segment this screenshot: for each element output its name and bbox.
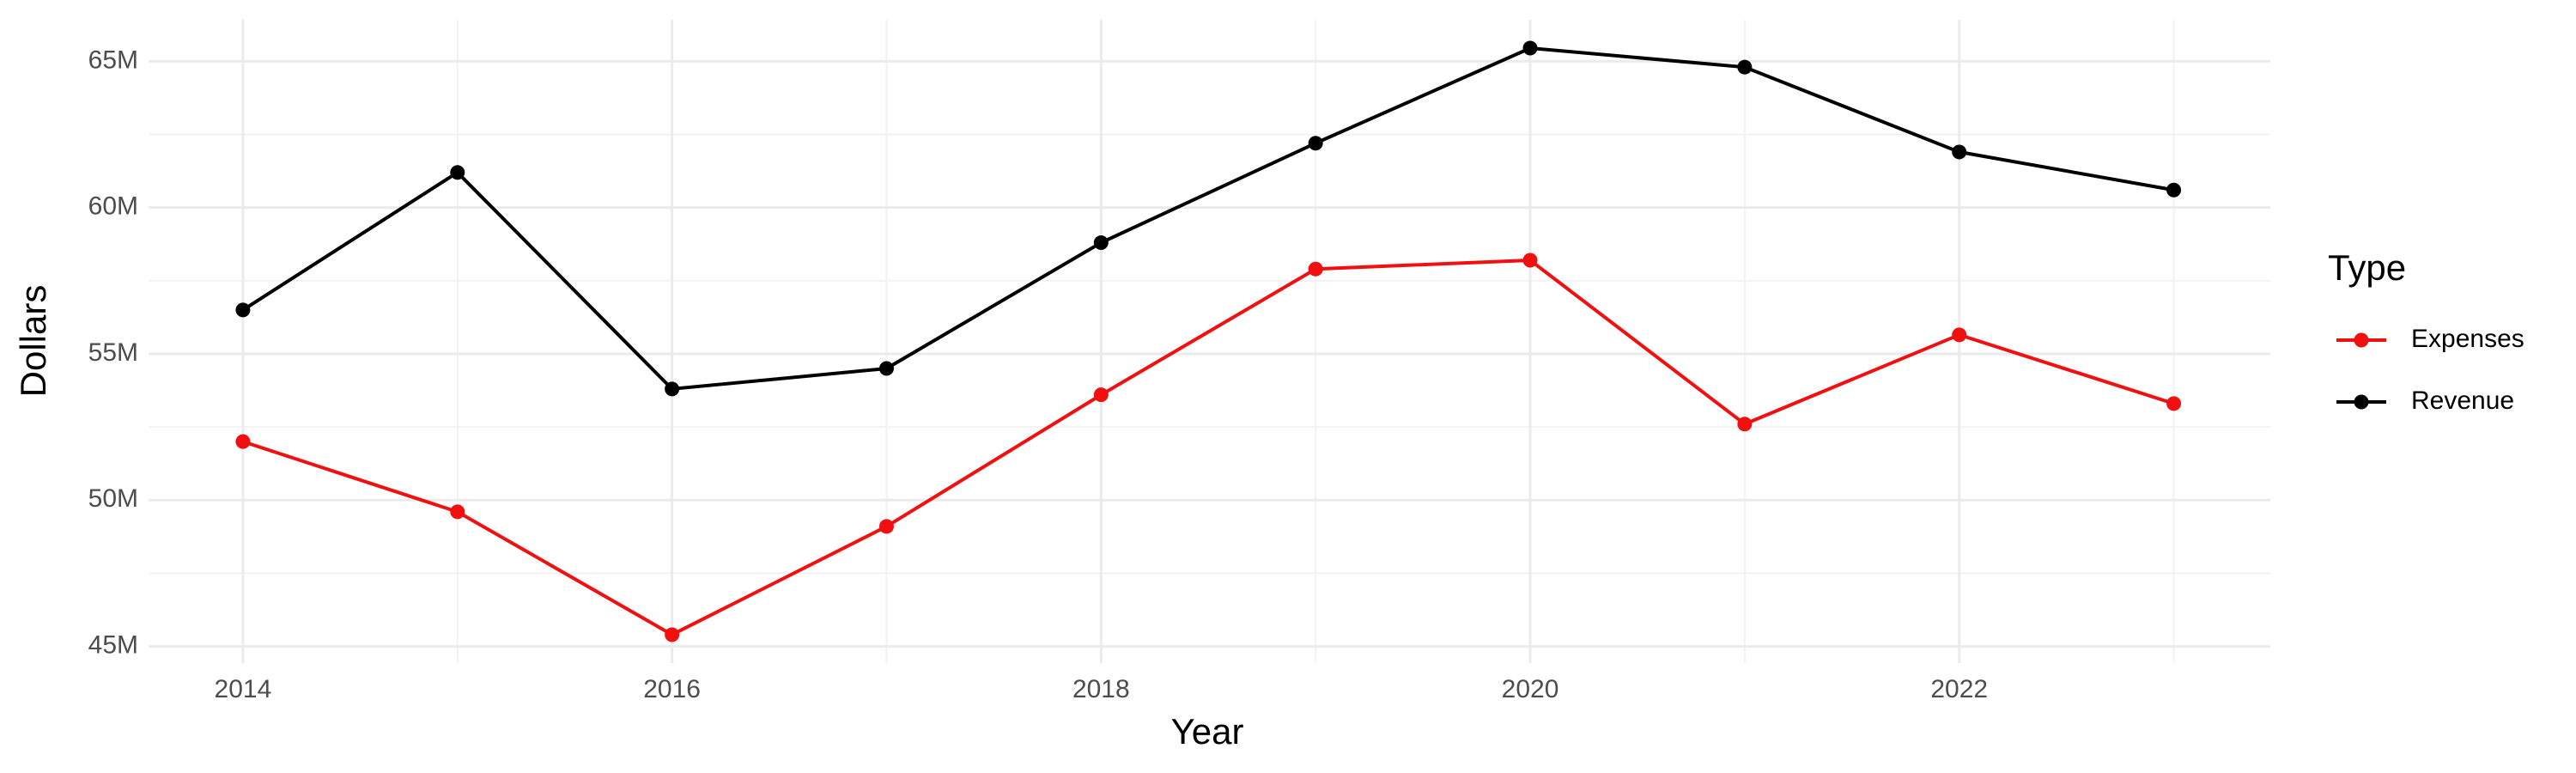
x-tick-label: 2022: [1930, 675, 1988, 703]
y-tick-label: 60M: [88, 192, 138, 221]
legend-key-point: [2354, 332, 2369, 348]
series-line: [242, 258, 2175, 637]
x-axis-title: Year: [1171, 711, 1244, 752]
y-tick-label: 65M: [88, 46, 138, 74]
data-point: [1737, 417, 1753, 432]
data-point: [1308, 136, 1323, 151]
x-tick-label: 2014: [215, 675, 272, 703]
series-line: [241, 46, 2174, 391]
x-tick-label: 2018: [1072, 675, 1130, 703]
data-point: [1952, 144, 1967, 160]
data-point: [1093, 235, 1109, 251]
data-point: [1737, 59, 1753, 75]
y-tick-label: 45M: [88, 631, 138, 660]
legend-label: Expenses: [2411, 325, 2524, 353]
legend-key-point: [2354, 394, 2369, 410]
data-point: [1952, 327, 1967, 343]
x-tick-label: 2020: [1502, 675, 1559, 703]
y-axis-title: Dollars: [13, 285, 53, 398]
data-point: [878, 519, 894, 534]
y-tick-label: 55M: [88, 338, 138, 367]
data-point: [1522, 253, 1538, 268]
legend-label: Revenue: [2411, 386, 2514, 415]
legend-title: Type: [2328, 247, 2406, 288]
data-point: [665, 627, 680, 642]
data-point: [235, 434, 251, 449]
data-point: [1308, 261, 1323, 277]
data-point: [1093, 387, 1109, 403]
data-point: [2166, 396, 2182, 411]
x-tick-label: 2016: [643, 675, 701, 703]
data-point: [2166, 182, 2182, 198]
data-point: [450, 504, 465, 520]
y-tick-label: 50M: [88, 484, 138, 513]
data-point: [1522, 40, 1538, 56]
data-point: [878, 361, 894, 376]
data-point: [235, 302, 251, 318]
data-point: [450, 165, 465, 180]
data-point: [665, 381, 680, 397]
